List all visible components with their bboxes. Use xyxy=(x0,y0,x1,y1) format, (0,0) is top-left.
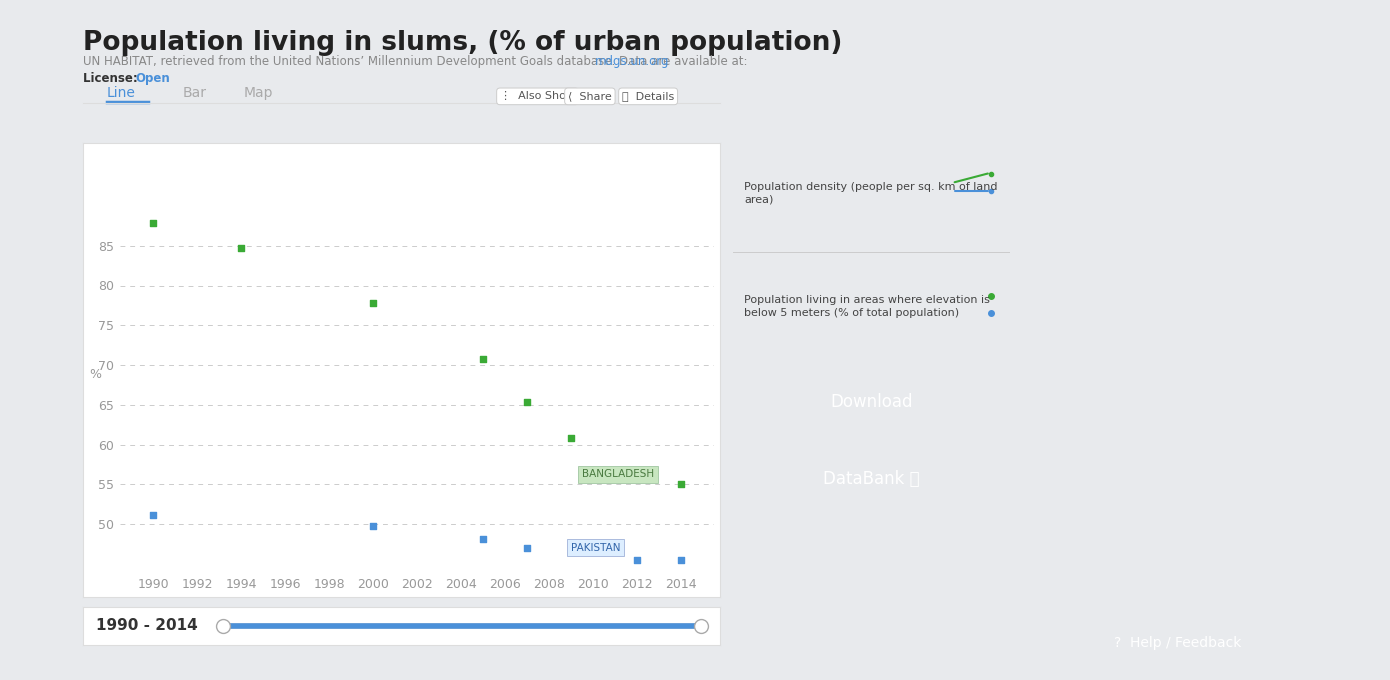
Text: ⓘ  Details: ⓘ Details xyxy=(621,91,674,101)
Point xyxy=(670,478,692,489)
Text: ⋮  Also Show: ⋮ Also Show xyxy=(500,91,575,101)
Text: License:: License: xyxy=(83,72,142,85)
Text: Population density (people per sq. km of land
area): Population density (people per sq. km of… xyxy=(744,182,998,205)
Point xyxy=(142,217,164,228)
Point xyxy=(670,555,692,566)
Text: Population living in areas where elevation is
below 5 meters (% of total populat: Population living in areas where elevati… xyxy=(744,295,990,318)
Point xyxy=(516,396,538,407)
Text: DataBank ⧉: DataBank ⧉ xyxy=(823,470,920,488)
Text: Download: Download xyxy=(830,393,913,411)
Point xyxy=(626,555,648,566)
Text: PAKISTAN: PAKISTAN xyxy=(571,543,620,553)
Text: ?  Help / Feedback: ? Help / Feedback xyxy=(1113,636,1241,649)
Text: UN HABITAT, retrieved from the United Nations’ Millennium Development Goals data: UN HABITAT, retrieved from the United Na… xyxy=(83,55,751,68)
Text: mdgs.un.org: mdgs.un.org xyxy=(595,55,670,68)
Point xyxy=(560,547,582,558)
Point xyxy=(516,543,538,554)
Text: Population living in slums, (% of urban population): Population living in slums, (% of urban … xyxy=(83,30,842,56)
Text: ⟨  Share: ⟨ Share xyxy=(569,91,612,101)
Text: Line: Line xyxy=(107,86,136,100)
Text: Bar: Bar xyxy=(183,86,207,100)
Text: Open: Open xyxy=(135,72,170,85)
Point xyxy=(229,243,252,254)
Point xyxy=(361,520,384,531)
Text: 1990 - 2014: 1990 - 2014 xyxy=(96,618,197,633)
Point xyxy=(560,432,582,443)
Text: Map: Map xyxy=(245,86,274,100)
Point xyxy=(471,354,493,364)
Text: BANGLADESH: BANGLADESH xyxy=(582,469,655,479)
Y-axis label: %: % xyxy=(90,368,101,381)
Point xyxy=(361,298,384,309)
Point xyxy=(142,509,164,520)
Point xyxy=(471,533,493,544)
